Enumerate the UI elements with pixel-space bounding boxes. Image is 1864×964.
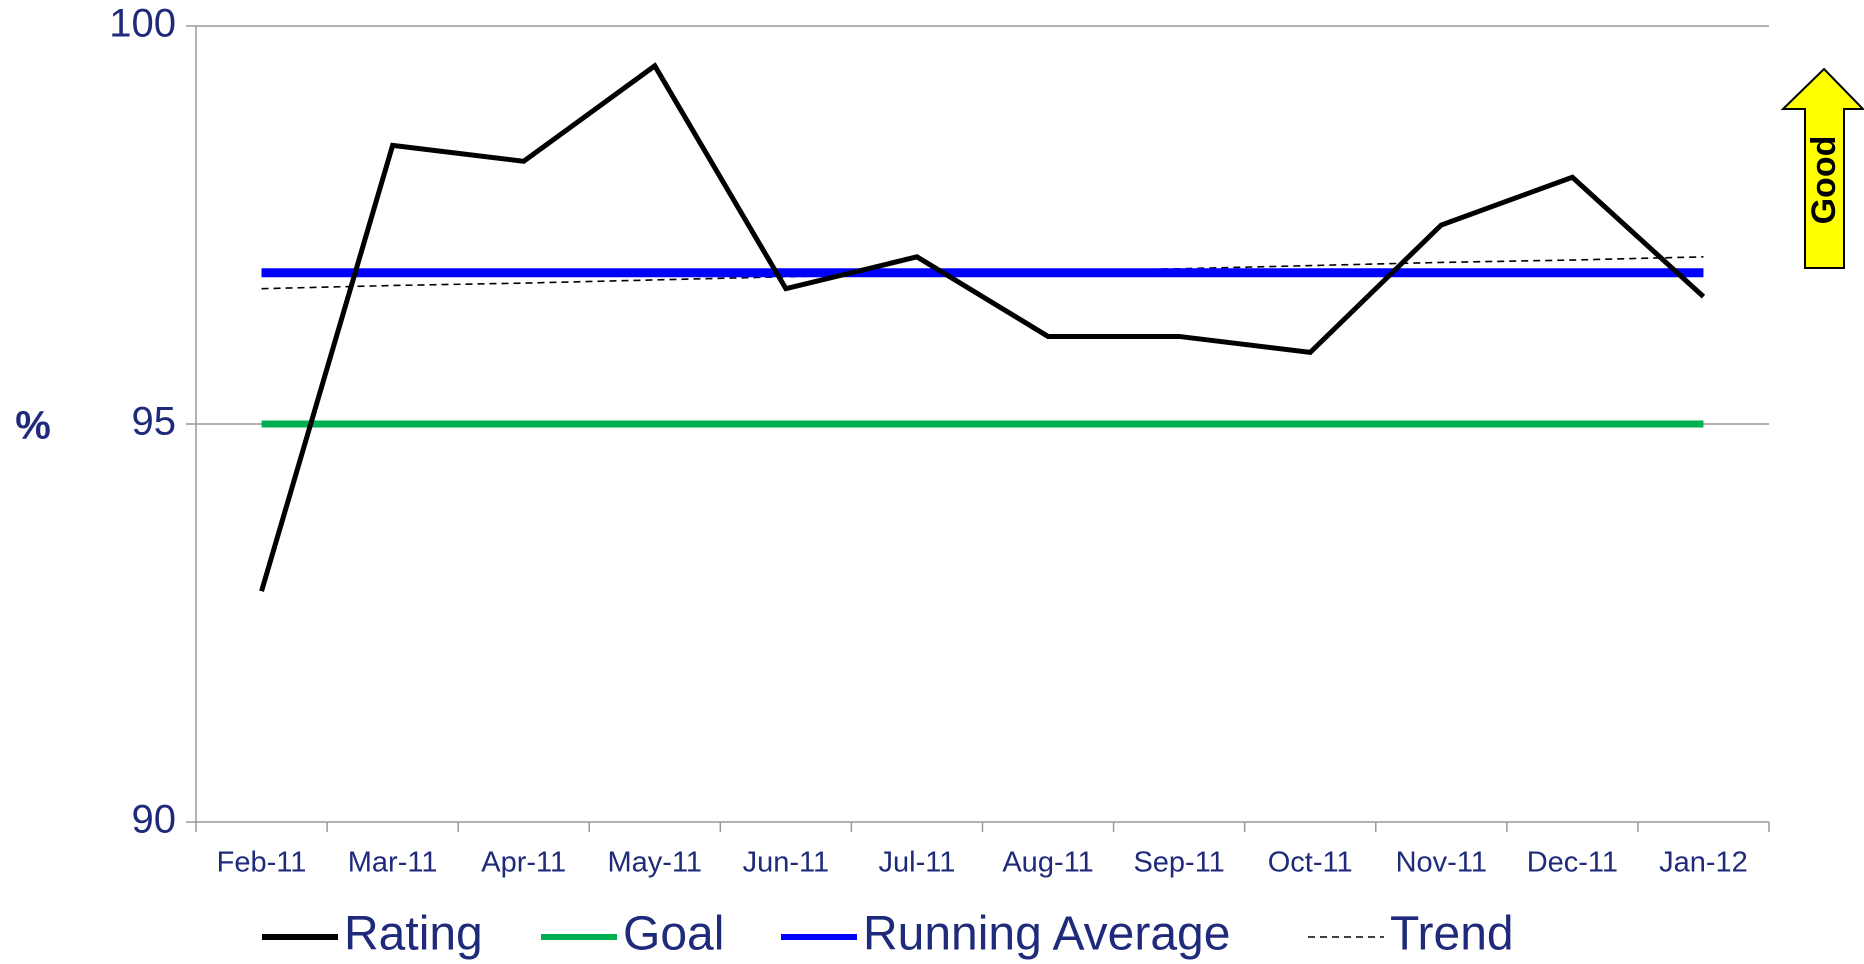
series-line <box>259 62 1706 592</box>
y-tick-label: 90 <box>132 798 177 842</box>
x-tick-label: Jan-12 <box>1659 847 1748 879</box>
x-tick-label: Mar-11 <box>348 847 438 879</box>
arrow-label: Good <box>1805 136 1843 225</box>
x-tick-label: May-11 <box>608 847 703 879</box>
x-tick-label: Apr-11 <box>481 847 566 879</box>
legend-label: Goal <box>623 908 724 961</box>
y-tick-label: 100 <box>109 2 176 46</box>
good-arrow: Good <box>1780 67 1864 269</box>
x-tick-label: Jun-11 <box>743 847 830 879</box>
x-tick-label: Sep-11 <box>1133 847 1224 879</box>
y-tick-label: 95 <box>132 400 177 444</box>
legend-label: Trend <box>1390 908 1514 961</box>
x-tick-label: Dec-11 <box>1527 847 1618 879</box>
y-axis-label: % <box>15 404 51 448</box>
legend-label: Rating <box>344 908 483 961</box>
x-tick-label: Oct-11 <box>1268 847 1353 879</box>
x-tick-label: Nov-11 <box>1396 847 1487 879</box>
x-tick-label: Jul-11 <box>879 847 956 879</box>
arrow-shape <box>1780 67 1864 269</box>
legend-label: Running Average <box>863 908 1230 961</box>
x-tick-label: Aug-11 <box>1002 847 1093 879</box>
x-tick-label: Feb-11 <box>217 847 307 879</box>
